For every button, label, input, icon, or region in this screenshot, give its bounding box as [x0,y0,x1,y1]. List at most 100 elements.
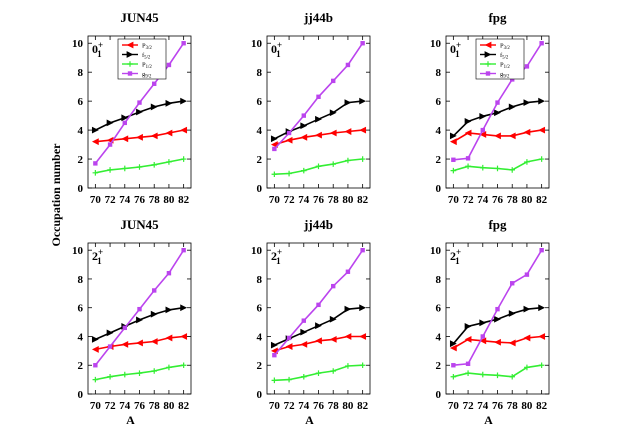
y-tick-label: 8 [257,274,263,286]
x-tick-label: 80 [521,194,533,206]
x-tick-label: 82 [178,400,190,412]
x-tick-label: 82 [357,400,369,412]
data-point [165,306,173,314]
data-point [107,167,113,173]
legend-marker [127,61,133,67]
series-g9-2 [451,247,544,368]
data-point [344,99,352,106]
panel-title: fpg [488,217,507,232]
data-point [494,165,501,172]
data-point [344,128,352,135]
data-point [122,325,127,331]
data-point [91,126,99,134]
x-tick-label: 82 [357,194,369,206]
x-tick-label: 80 [342,194,354,206]
x-tick-label: 80 [521,400,533,412]
data-point [331,283,336,289]
data-point [479,337,487,345]
legend-label: f5/2 [142,52,151,61]
state-label: 2+ 1 [450,247,461,266]
data-point [494,132,501,140]
legend-marker [485,61,491,67]
y-tick-label: 6 [436,96,442,108]
legend-marker [484,41,492,49]
data-point [538,333,546,340]
data-point [316,302,321,308]
data-point [509,373,516,380]
data-point [271,171,278,178]
data-point [136,164,143,170]
data-point [508,103,516,111]
y-tick-label: 2 [257,154,263,166]
x-tick-label: 72 [105,400,117,412]
data-point [165,334,173,342]
data-point [152,81,157,86]
state-label: 0+ 1 [92,40,103,59]
data-point [180,362,187,369]
data-point [166,271,172,276]
data-point [509,167,516,173]
y-tick-label: 8 [78,274,84,286]
x-tick-label: 72 [105,194,117,206]
series-f5-2 [91,97,188,134]
series-p3-2 [449,126,546,146]
series-p3-2 [91,126,188,146]
figure-ylabel: Occupation number [49,143,63,247]
series-p3-2 [449,333,546,352]
data-point [150,132,158,140]
data-point [524,64,530,69]
data-point [359,97,367,105]
data-point [91,138,99,146]
data-point [479,371,486,378]
data-point [106,119,114,127]
data-point [136,108,143,116]
x-axis-label: A [305,413,314,427]
y-tick-label: 0 [78,183,84,195]
x-tick-label: 78 [328,194,340,206]
data-point [360,247,365,253]
data-point [450,373,457,380]
data-point [136,316,143,324]
x-tick-label: 74 [298,400,310,412]
x-tick-label: 70 [269,400,281,412]
x-tick-label: 72 [463,400,475,412]
y-tick-label: 2 [436,154,442,166]
data-point [510,77,515,82]
legend: P3/2f5/2P1/2g9/2 [475,38,525,80]
data-point [344,333,352,340]
data-point [345,62,351,68]
x-tick-label: 72 [284,400,296,412]
data-point [359,126,367,134]
panel-title: JUN45 [120,10,159,25]
y-tick-label: 2 [436,360,442,372]
y-tick-label: 2 [78,154,84,166]
data-point [300,122,308,130]
data-point [344,305,352,313]
data-point [107,344,113,349]
state-label: 0+ 1 [450,40,461,59]
series-p1-2 [92,362,187,383]
data-point [271,377,278,384]
data-point [180,97,188,105]
x-axis-label: A [126,413,135,427]
data-point [538,156,545,162]
series-g9-2 [272,41,365,152]
data-point [464,323,472,330]
data-point [345,269,351,274]
data-point [300,133,308,141]
y-tick-label: 0 [436,389,442,401]
data-point [136,370,143,376]
data-point [538,362,545,369]
data-point [272,146,277,152]
data-point [301,318,306,323]
x-tick-label: 80 [342,400,354,412]
data-point [449,132,457,140]
data-point [449,138,457,146]
data-point [121,135,129,143]
data-point [451,363,456,368]
data-point [538,126,546,134]
data-point [465,370,471,376]
data-point [538,304,546,312]
data-point [122,120,127,126]
data-point [508,132,516,140]
